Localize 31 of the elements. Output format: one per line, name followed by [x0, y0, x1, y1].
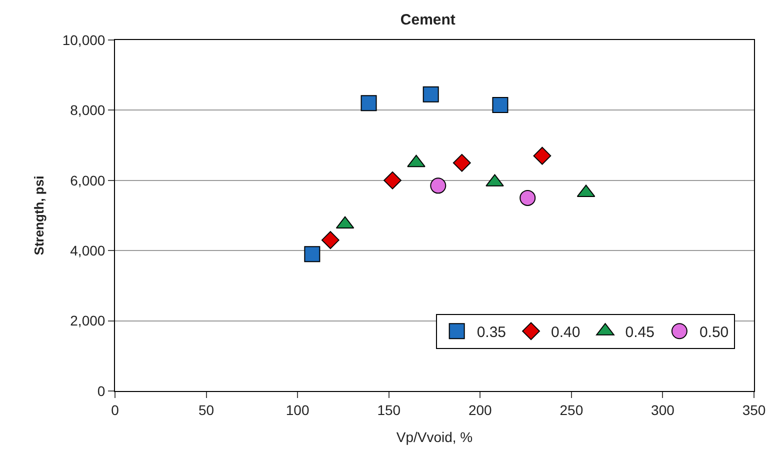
y-tick-label: 6,000	[70, 172, 106, 188]
point	[360, 95, 377, 112]
x-tick-label: 200	[468, 402, 492, 418]
x-tick-label: 50	[198, 402, 214, 418]
x-tick-label: 100	[286, 402, 310, 418]
y-axis-title: Strength, psi	[31, 176, 46, 256]
point	[533, 146, 552, 165]
x-tick-label: 350	[742, 402, 766, 418]
y-tick-label: 2,000	[70, 312, 106, 329]
x-tick-label: 300	[651, 402, 675, 418]
legend-label: 0.50	[699, 324, 729, 341]
y-tick-label: 0	[97, 382, 106, 399]
x-tick-label: 250	[560, 402, 584, 418]
legend-label: 0.45	[625, 324, 654, 341]
point	[452, 154, 471, 172]
y-tick-label: 4,000	[70, 242, 106, 258]
point	[384, 171, 402, 190]
x-axis-title: Vp/Vvoid, %	[396, 429, 473, 446]
legend-label: 0.40	[551, 324, 580, 341]
point	[520, 190, 536, 206]
y-tick-label: 8,000	[70, 102, 106, 118]
point	[304, 246, 320, 262]
point	[430, 178, 446, 194]
legend-label: 0.35	[476, 324, 506, 341]
x-tick-label: 150	[377, 402, 401, 418]
point	[422, 86, 439, 102]
y-tick-label: 10,000	[62, 32, 106, 48]
x-tick-label: 0	[111, 402, 120, 418]
chart-title: Cement	[400, 11, 456, 28]
point	[492, 96, 508, 113]
point	[321, 231, 340, 250]
